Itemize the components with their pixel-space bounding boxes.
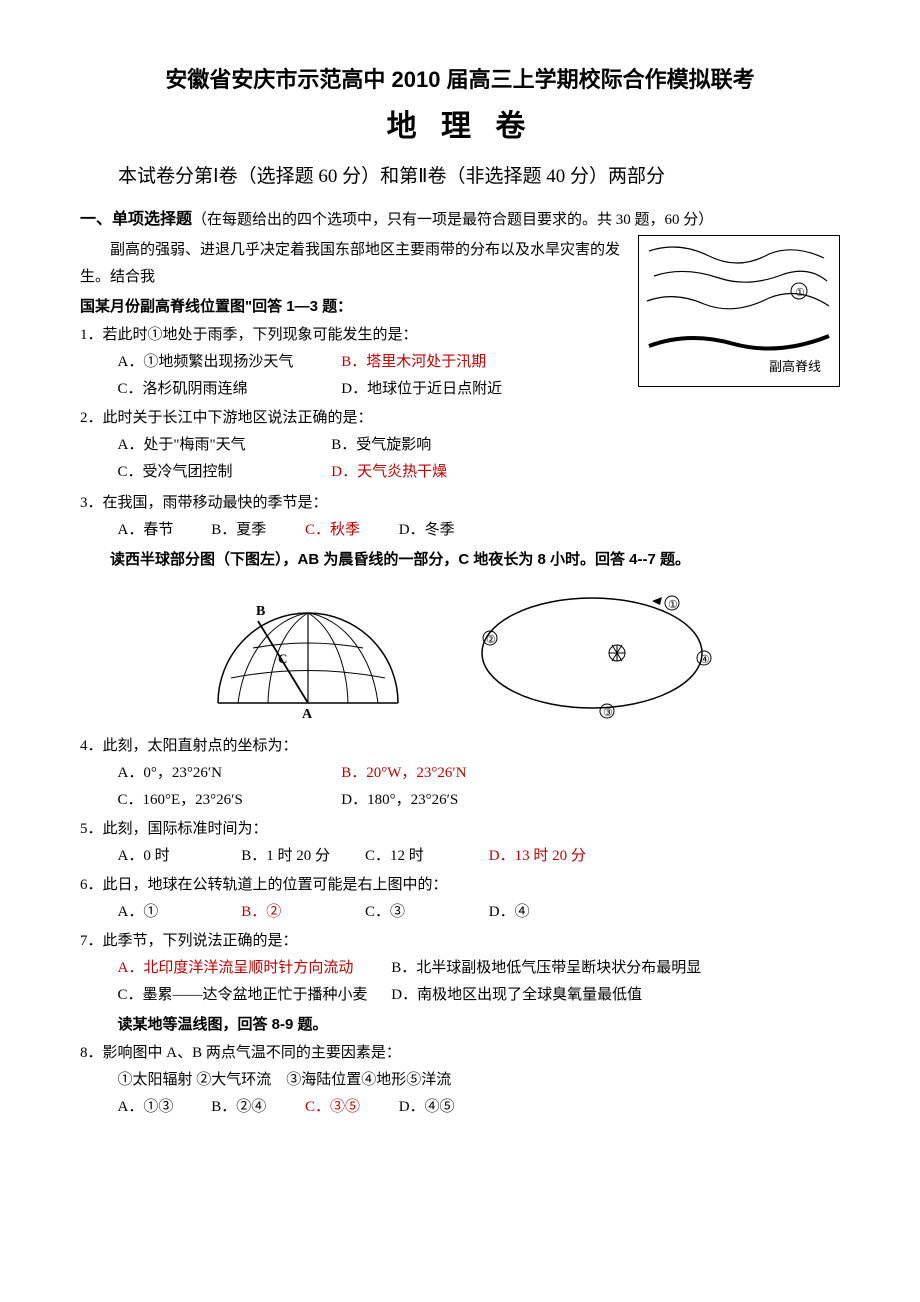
q6-opt-d: D．④ xyxy=(489,899,609,926)
q8-opt-b: B．②④ xyxy=(211,1094,301,1121)
q7-opt-d: D．南极地区出现了全球臭氧量最低值 xyxy=(391,982,642,1009)
q4-opt-d: D．180°，23°26′S xyxy=(341,787,458,814)
q3-opt-a: A．春节 xyxy=(118,517,208,544)
q2-opt-a: A．处于"梅雨"天气 xyxy=(118,432,328,459)
svg-text:②: ② xyxy=(486,634,496,646)
question-5: 5．此刻，国际标准时间为： A．0 时 B．1 时 20 分 C．12 时 D．… xyxy=(80,816,840,870)
q8-opt-c: C．③⑤ xyxy=(305,1094,395,1121)
q4-opt-c: C．160°E，23°26′S xyxy=(118,787,338,814)
section-1-header: 一、单项选择题（在每题给出的四个选项中，只有一项是最符合题目要求的。共 30 题… xyxy=(80,206,840,235)
exam-subtitle: 本试卷分第Ⅰ卷（选择题 60 分）和第Ⅱ卷（非选择题 40 分）两部分 xyxy=(80,160,840,194)
q4-opt-b: B．20°W，23°26′N xyxy=(341,760,466,787)
q8-opt-a: A．①③ xyxy=(118,1094,208,1121)
q6-opt-b: B．② xyxy=(241,899,361,926)
svg-text:副高脊线: 副高脊线 xyxy=(769,359,821,374)
q1-opt-a: A．①地频繁出现扬沙天气 xyxy=(118,349,338,376)
svg-text:④: ④ xyxy=(700,654,710,666)
q5-opt-a: A．0 时 xyxy=(118,843,238,870)
q2-opt-b: B．受气旋影响 xyxy=(331,432,431,459)
intro-4-7: 读西半球部分图（下图左），AB 为晨昏线的一部分，C 地夜长为 8 小时。回答 … xyxy=(80,546,840,573)
q3-stem: 3．在我国，雨带移动最快的季节是： xyxy=(80,490,840,517)
figure-row-4-7: B C A ① ② ③ ④ xyxy=(80,583,840,723)
svg-text:①: ① xyxy=(795,287,805,299)
q1-opt-b: B．塔里木河处于汛期 xyxy=(341,349,486,376)
figure-hemisphere: B C A xyxy=(198,583,418,723)
q5-opt-c: C．12 时 xyxy=(365,843,485,870)
q2-stem: 2．此时关于长江中下游地区说法正确的是： xyxy=(80,405,840,432)
q8-opt-d: D．④⑤ xyxy=(399,1094,489,1121)
figure-orbit: ① ② ③ ④ xyxy=(462,583,722,723)
q7-stem: 7．此季节，下列说法正确的是： xyxy=(80,928,840,955)
exam-title-line2: 地 理 卷 xyxy=(80,100,840,154)
q4-opt-a: A．0°，23°26′N xyxy=(118,760,338,787)
q3-opt-d: D．冬季 xyxy=(399,517,489,544)
q7-opt-b: B．北半球副极地低气压带呈断块状分布最明显 xyxy=(391,955,701,982)
q4-stem: 4．此刻，太阳直射点的坐标为： xyxy=(80,733,840,760)
q7-opt-c: C．墨累——达令盆地正忙于播种小麦 xyxy=(118,982,388,1009)
svg-text:①: ① xyxy=(668,599,678,611)
question-6: 6．此日，地球在公转轨道上的位置可能是右上图中的： A．① B．② C．③ D．… xyxy=(80,872,840,926)
intro-8-9: 读某地等温线图，回答 8-9 题。 xyxy=(118,1011,841,1038)
q6-opt-a: A．① xyxy=(118,899,238,926)
q3-opt-b: B．夏季 xyxy=(211,517,301,544)
question-3: 3．在我国，雨带移动最快的季节是： A．春节 B．夏季 C．秋季 D．冬季 xyxy=(80,490,840,544)
svg-text:C: C xyxy=(278,651,287,666)
figure-subtropical-high: ① 副高脊线 xyxy=(638,235,840,387)
svg-text:③: ③ xyxy=(603,707,613,719)
q2-opt-c: C．受冷气团控制 xyxy=(118,459,328,486)
exam-title-line1: 安徽省安庆市示范高中 2010 届高三上学期校际合作模拟联考 xyxy=(80,60,840,100)
q3-opt-c: C．秋季 xyxy=(305,517,395,544)
section-1-head: 一、单项选择题 xyxy=(80,211,192,228)
question-4: 4．此刻，太阳直射点的坐标为： A．0°，23°26′N B．20°W，23°2… xyxy=(80,733,840,814)
q5-stem: 5．此刻，国际标准时间为： xyxy=(80,816,840,843)
q7-opt-a: A．北印度洋洋流呈顺时针方向流动 xyxy=(118,955,388,982)
q6-stem: 6．此日，地球在公转轨道上的位置可能是右上图中的： xyxy=(80,872,840,899)
svg-text:B: B xyxy=(256,604,265,619)
q8-factors: ①太阳辐射 ②大气环流 ③海陆位置④地形⑤洋流 xyxy=(118,1067,841,1094)
q1-opt-d: D．地球位于近日点附近 xyxy=(341,376,502,403)
question-8: 8．影响图中 A、B 两点气温不同的主要因素是： ①太阳辐射 ②大气环流 ③海陆… xyxy=(80,1040,840,1121)
q2-opt-d: D．天气炎热干燥 xyxy=(331,459,447,486)
q1-opt-c: C．洛杉矶阴雨连绵 xyxy=(118,376,338,403)
question-7: 7．此季节，下列说法正确的是： A．北印度洋洋流呈顺时针方向流动 B．北半球副极… xyxy=(80,928,840,1009)
svg-text:A: A xyxy=(302,707,313,722)
section-1-note: （在每题给出的四个选项中，只有一项是最符合题目要求的。共 30 题，60 分） xyxy=(192,212,713,228)
q5-opt-d: D．13 时 20 分 xyxy=(489,843,586,870)
q5-opt-b: B．1 时 20 分 xyxy=(241,843,361,870)
question-2: 2．此时关于长江中下游地区说法正确的是： A．处于"梅雨"天气 B．受气旋影响 … xyxy=(80,405,840,486)
q8-stem: 8．影响图中 A、B 两点气温不同的主要因素是： xyxy=(80,1040,840,1067)
q6-opt-c: C．③ xyxy=(365,899,485,926)
